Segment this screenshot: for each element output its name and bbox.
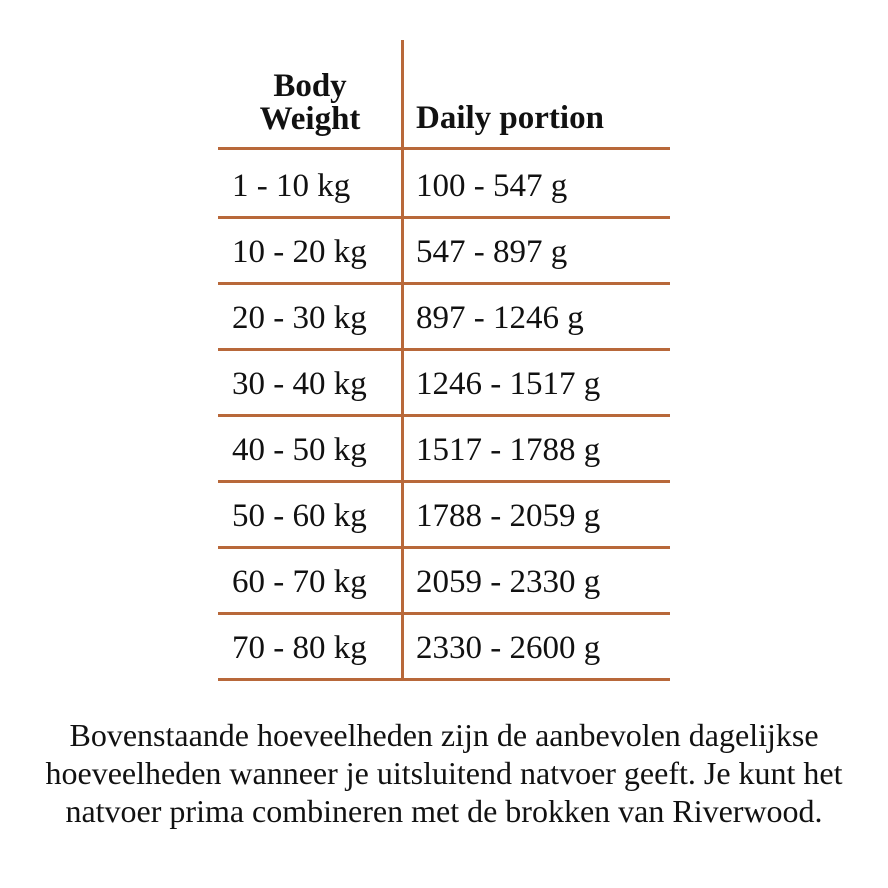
table-row: 40 - 50 kg 1517 - 1788 g <box>218 414 670 483</box>
weight-cell: 50 - 60 kg <box>232 498 367 534</box>
portion-cell: 547 - 897 g <box>416 234 568 270</box>
weight-cell: 20 - 30 kg <box>232 300 367 336</box>
weight-cell: 30 - 40 kg <box>232 366 367 402</box>
table-row: 60 - 70 kg 2059 - 2330 g <box>218 546 670 615</box>
portion-cell: 2059 - 2330 g <box>416 564 601 600</box>
header-rule <box>218 147 670 150</box>
portion-cell: 1517 - 1788 g <box>416 432 601 468</box>
table-row: 30 - 40 kg 1246 - 1517 g <box>218 348 670 417</box>
weight-cell: 40 - 50 kg <box>232 432 367 468</box>
portion-cell: 1788 - 2059 g <box>416 498 601 534</box>
weight-cell: 70 - 80 kg <box>232 630 367 666</box>
header-weight: Body Weight <box>259 68 361 137</box>
weight-cell: 60 - 70 kg <box>232 564 367 600</box>
portion-cell: 2330 - 2600 g <box>416 630 601 666</box>
portion-cell: 1246 - 1517 g <box>416 366 601 402</box>
table-row: 10 - 20 kg 547 - 897 g <box>218 216 670 285</box>
table-row: 70 - 80 kg 2330 - 2600 g <box>218 612 670 681</box>
portion-cell: 897 - 1246 g <box>416 300 584 336</box>
weight-cell: 1 - 10 kg <box>232 168 351 204</box>
table-row: 20 - 30 kg 897 - 1246 g <box>218 282 670 351</box>
portion-cell: 100 - 547 g <box>416 168 568 204</box>
header-portion: Daily portion <box>416 100 604 136</box>
weight-cell: 10 - 20 kg <box>232 234 367 270</box>
table-row: 1 - 10 kg 100 - 547 g <box>218 150 670 219</box>
column-divider <box>401 40 404 678</box>
table-row: 50 - 60 kg 1788 - 2059 g <box>218 480 670 549</box>
note: Bovenstaande hoeveelheden zijn de aanbev… <box>45 717 843 829</box>
